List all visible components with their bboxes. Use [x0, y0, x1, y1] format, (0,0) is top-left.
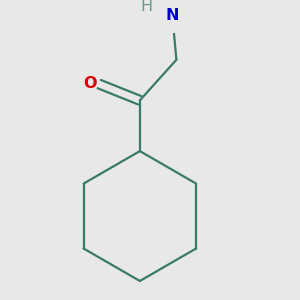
Text: N: N: [166, 8, 179, 22]
Text: O: O: [83, 76, 97, 91]
Text: H: H: [140, 0, 152, 14]
